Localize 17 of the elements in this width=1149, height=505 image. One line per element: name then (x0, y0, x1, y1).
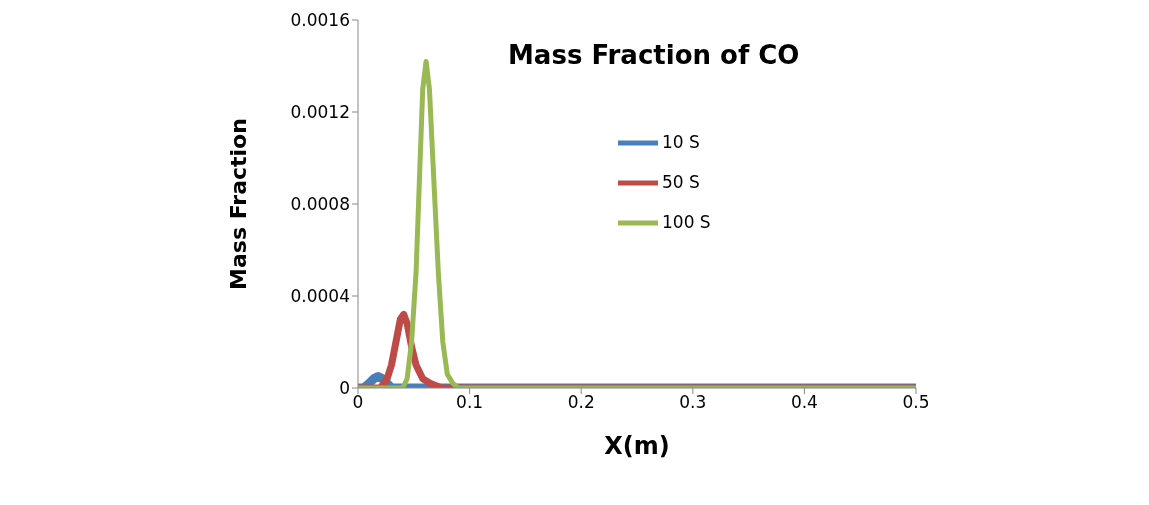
legend-label: 50 S (662, 172, 700, 192)
legend-label: 100 S (662, 212, 711, 232)
y-tick-label: 0 (339, 378, 350, 399)
x-tick-label: 0.3 (679, 392, 707, 413)
y-tick-label: 0.0004 (290, 286, 350, 307)
y-tick-label: 0.0012 (290, 102, 350, 123)
y-tick-label: 0.0008 (290, 194, 350, 215)
x-axis-title: X(m) (604, 432, 670, 460)
x-tick-label: 0.5 (902, 392, 930, 413)
x-tick-label: 0 (352, 392, 364, 413)
legend-label: 10 S (662, 132, 700, 152)
x-tick-label: 0.4 (790, 392, 818, 413)
x-tick-label: 0.2 (567, 392, 595, 413)
text: Mass Fraction of CO (508, 40, 800, 70)
x-tick-label: 0.1 (456, 392, 484, 413)
y-tick-label: 0.0016 (290, 10, 350, 31)
y-axis-title: Mass Fraction (225, 118, 251, 290)
